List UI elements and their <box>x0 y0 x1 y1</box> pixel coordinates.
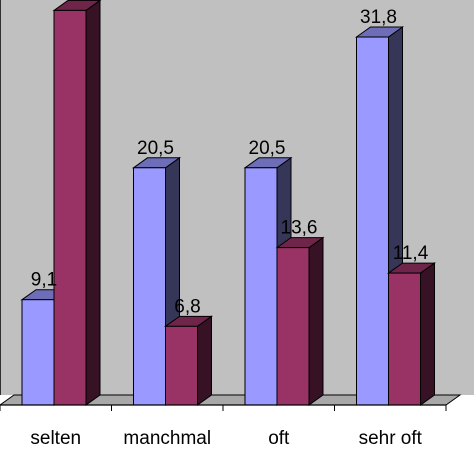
data-label: 20,5 <box>137 138 174 159</box>
data-label: 31,8 <box>360 7 397 28</box>
bar-sehr-oft-series-2 <box>386 262 437 406</box>
bar-front-face <box>244 167 278 406</box>
bar-side-face <box>420 262 435 406</box>
x-tick-label: sehr oft <box>359 428 423 449</box>
bar-front-face <box>388 272 421 406</box>
bar-side-face <box>197 315 212 406</box>
bars-layer <box>20 0 437 406</box>
bar-front-face <box>165 325 198 406</box>
data-label: 6,8 <box>174 296 200 317</box>
bar-front-face <box>133 167 166 406</box>
bar-side-face <box>85 0 101 406</box>
bar-front-face <box>356 36 389 406</box>
x-tick-label: manchmal <box>123 428 211 449</box>
data-label: 11,4 <box>393 243 429 264</box>
data-label: 34,1 <box>58 0 95 1</box>
x-tick-label: selten <box>30 428 81 449</box>
bar-oft-series-2 <box>275 236 325 406</box>
data-label: 13,6 <box>281 218 318 239</box>
bar-front-face <box>53 9 87 406</box>
x-tick-label: oft <box>268 428 290 449</box>
bar-front-face <box>276 247 310 406</box>
data-labels-layer: 9,1 34,1 20,5 6,8 20,5 13,6 31,8 11,4 <box>31 0 429 317</box>
bar-manchmal-series-2 <box>163 315 214 406</box>
bar-selten-series-2 <box>52 0 102 406</box>
x-axis: selten manchmal oft sehr oft <box>0 404 447 449</box>
bar-side-face <box>308 236 324 406</box>
data-label: 9,1 <box>31 270 57 291</box>
data-label: 20,5 <box>249 138 286 159</box>
bar-front-face <box>21 299 55 406</box>
